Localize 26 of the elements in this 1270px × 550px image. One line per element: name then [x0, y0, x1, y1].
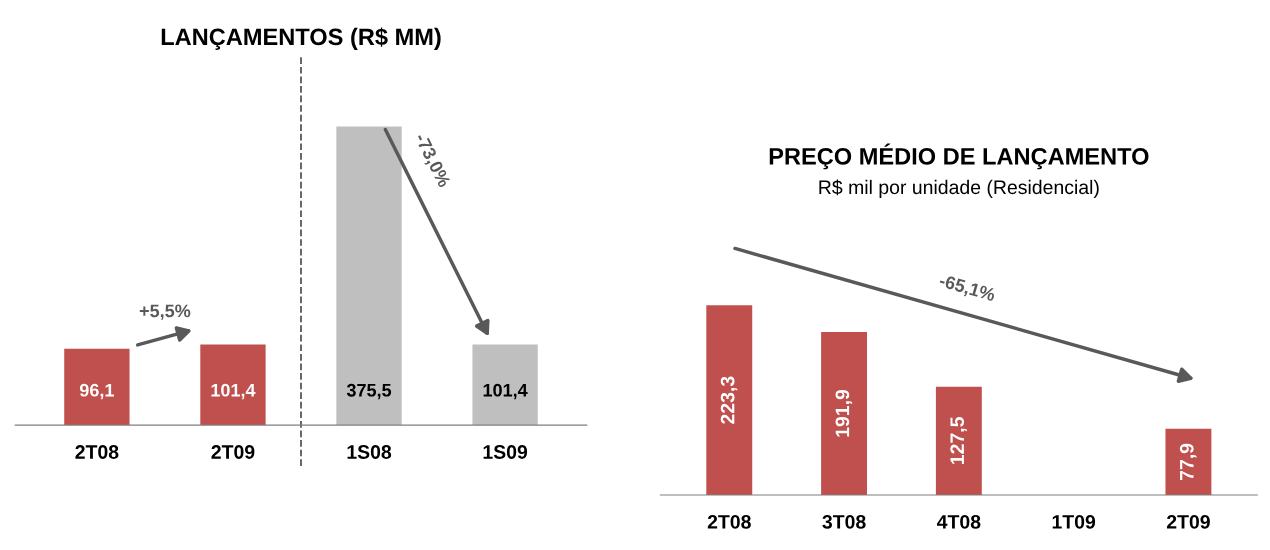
data-label: 191,9	[835, 389, 853, 437]
data-label: 101,4	[211, 383, 256, 400]
data-label: 223,3	[720, 376, 738, 424]
bar	[821, 332, 868, 495]
x-tick-label: 1T09	[1052, 514, 1096, 529]
data-label: 375,5	[346, 383, 392, 400]
x-tick-label: 2T09	[211, 445, 255, 459]
bar	[1165, 428, 1212, 495]
data-label: 77,9	[1179, 443, 1197, 480]
x-tick-label: 1S09	[483, 445, 528, 459]
chart-title: PREÇO MÉDIO DE LANÇAMENTO	[769, 143, 1149, 170]
bar	[935, 386, 982, 495]
bar	[706, 305, 753, 495]
chart-subtitle: R$ mil por unidade (Residencial)	[819, 179, 1099, 198]
x-tick-label: 1S08	[347, 445, 392, 459]
data-label: 96,1	[79, 383, 114, 400]
x-tick-label: 2T08	[75, 445, 119, 459]
data-label: 127,5	[950, 417, 967, 464]
x-tick-label: 3T08	[822, 514, 866, 529]
chart-title: LANÇAMENTOS (R$ MM)	[161, 27, 441, 50]
data-label: 101,4	[483, 383, 528, 400]
text: -65,1%	[938, 273, 997, 304]
x-tick-label: 2T09	[1166, 514, 1210, 529]
x-tick-label: 2T08	[707, 514, 751, 529]
annotation: +5,5%	[139, 304, 191, 320]
x-tick-label: 4T08	[936, 514, 981, 529]
